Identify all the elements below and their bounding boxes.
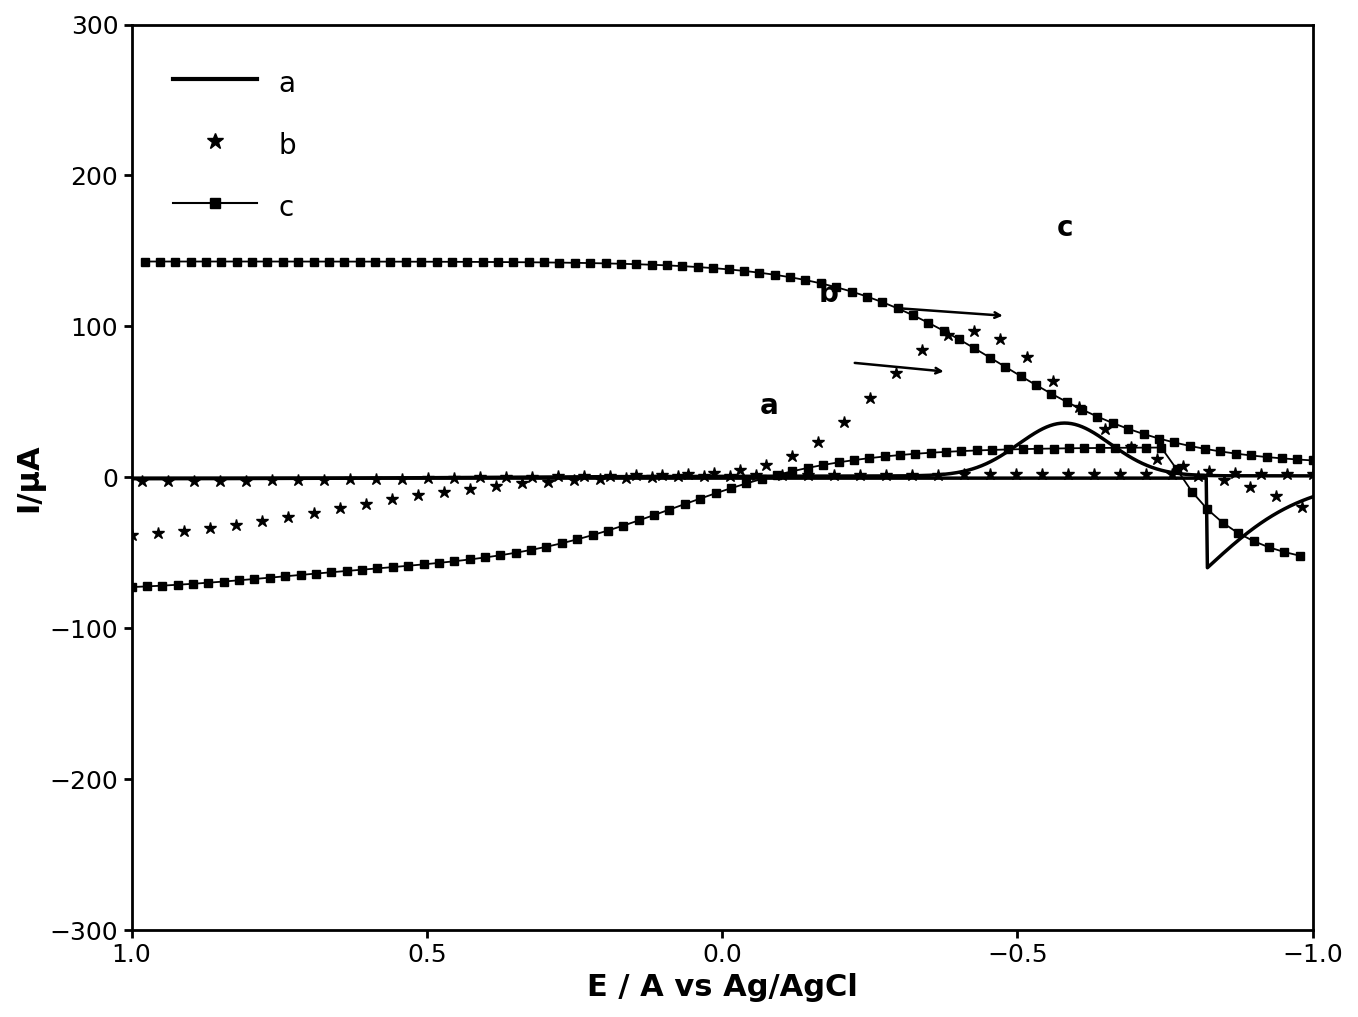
Y-axis label: I/μA: I/μA bbox=[15, 443, 43, 512]
Text: b: b bbox=[819, 281, 838, 308]
Legend: a, b, c: a, b, c bbox=[145, 39, 325, 251]
X-axis label: E / A vs Ag/AgCl: E / A vs Ag/AgCl bbox=[587, 973, 857, 1002]
Text: a: a bbox=[760, 392, 778, 420]
Text: c: c bbox=[1057, 214, 1073, 242]
